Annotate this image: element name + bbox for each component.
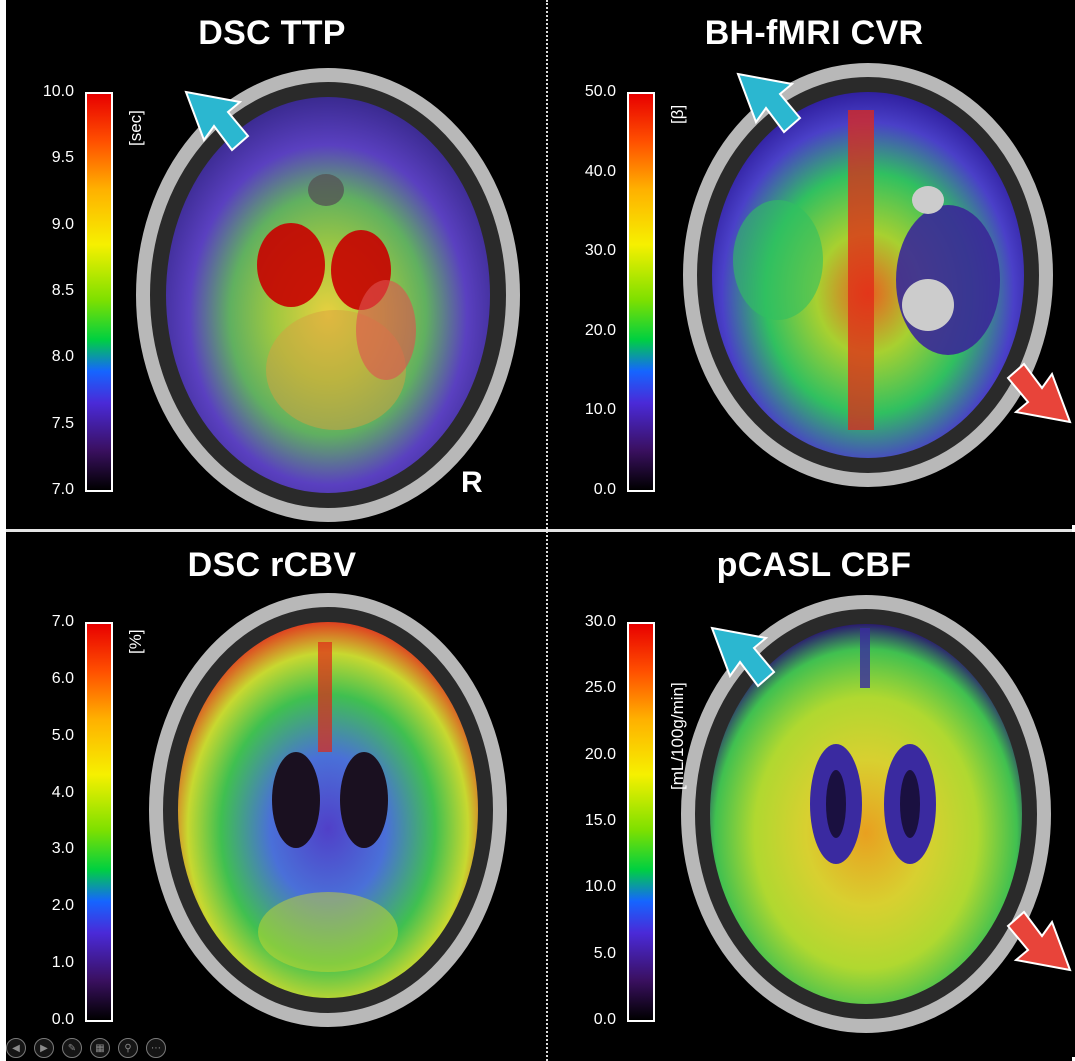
colorbar-tick-label: 40.0 [584,162,616,180]
presentation-toolbar: ◀ ▶ ✎ ▦ ⚲ ⋯ [6,1038,166,1061]
colorbar [627,92,655,492]
panel-title: BH-fMRI CVR [704,14,924,52]
colorbar-tick-label: 0.0 [593,1011,616,1028]
red-arrow-icon [1006,362,1072,424]
colorbar-tick-label: 0.0 [593,481,616,498]
cyan-arrow-icon [710,626,776,688]
cyan-arrow-icon [184,90,250,152]
brain-scan-image [681,595,1051,1033]
colorbar [85,622,113,1022]
colorbar [627,622,655,1022]
colorbar-tick-label: 5.0 [51,726,74,744]
colorbar-tick-label: 10.0 [584,401,616,419]
colorbar-tick-label: 3.0 [51,840,74,858]
play-icon[interactable]: ▶ [34,1038,54,1058]
colorbar-tick-label: 50.0 [584,83,616,100]
colorbar-unit: [sec] [126,110,145,146]
colorbar-tick-label: 1.0 [51,954,74,972]
colorbar-tick-label: 8.0 [51,348,74,366]
colorbar [85,92,113,492]
panel-dsc-rcbv: DSC rCBV [%] 7.0 6.0 5.0 4.0 3.0 2.0 1.0 0.0 [6,532,538,1057]
colorbar-tick-label: 4.0 [51,783,74,801]
colorbar-tick-label: 10.0 [42,83,74,100]
colorbar-tick-label: 9.5 [51,149,74,167]
panel-title: DSC TTP [198,14,346,52]
colorbar-tick-label: 2.0 [51,897,74,915]
colorbar-unit: [β] [668,104,687,124]
colorbar-tick-label: 7.0 [51,613,74,630]
colorbar-tick-label: 0.0 [51,1011,74,1028]
colorbar-unit: [%] [126,629,145,654]
colorbar-tick-label: 25.0 [584,679,616,697]
panel-bh-fmri-cvr: BH-fMRI CVR [β] 50.0 40.0 30.0 20.0 10.0 0.0 [548,0,1075,525]
colorbar-tick-label: 6.0 [51,669,74,687]
colorbar-tick-label: 7.0 [51,481,74,498]
side-label: R [461,466,483,499]
colorbar-tick-label: 7.5 [51,414,74,432]
colorbar-tick-label: 20.0 [584,745,616,763]
more-icon[interactable]: ⋯ [146,1038,166,1058]
colorbar-unit: [mL/100g/min] [668,682,687,790]
colorbar-tick-label: 30.0 [584,242,616,260]
brain-scan-image [149,593,507,1027]
panel-pcasl-cbf: pCASL CBF [mL/100g/min] 30.0 25.0 20.0 15.0… [548,532,1075,1057]
cyan-arrow-icon [736,72,802,134]
brain-scan-image [136,68,520,522]
brain-scan-image [683,63,1053,487]
red-arrow-icon [1006,910,1072,972]
colorbar-tick-label: 10.0 [584,878,616,896]
colorbar-tick-label: 8.5 [51,282,74,299]
back-icon[interactable]: ◀ [6,1038,26,1058]
colorbar-tick-label: 15.0 [584,812,616,829]
zoom-icon[interactable]: ⚲ [118,1038,138,1058]
colorbar-tick-label: 5.0 [593,944,616,962]
colorbar-tick-label: 9.0 [51,215,74,233]
colorbar-tick-label: 30.0 [584,613,616,630]
slides-icon[interactable]: ▦ [90,1038,110,1058]
panel-title: DSC rCBV [187,546,357,584]
panel-title: pCASL CBF [716,546,912,584]
panel-dsc-ttp: DSC TTP [sec] 10.0 9.5 9.0 8.5 8.0 7.5 7.0 [6,0,538,525]
pen-icon[interactable]: ✎ [62,1038,82,1058]
horizontal-divider [6,529,1072,532]
mri-figure-grid: DSC TTP [sec] 10.0 9.5 9.0 8.5 8.0 7.5 7.0 [6,0,1075,1061]
colorbar-tick-label: 20.0 [584,321,616,339]
